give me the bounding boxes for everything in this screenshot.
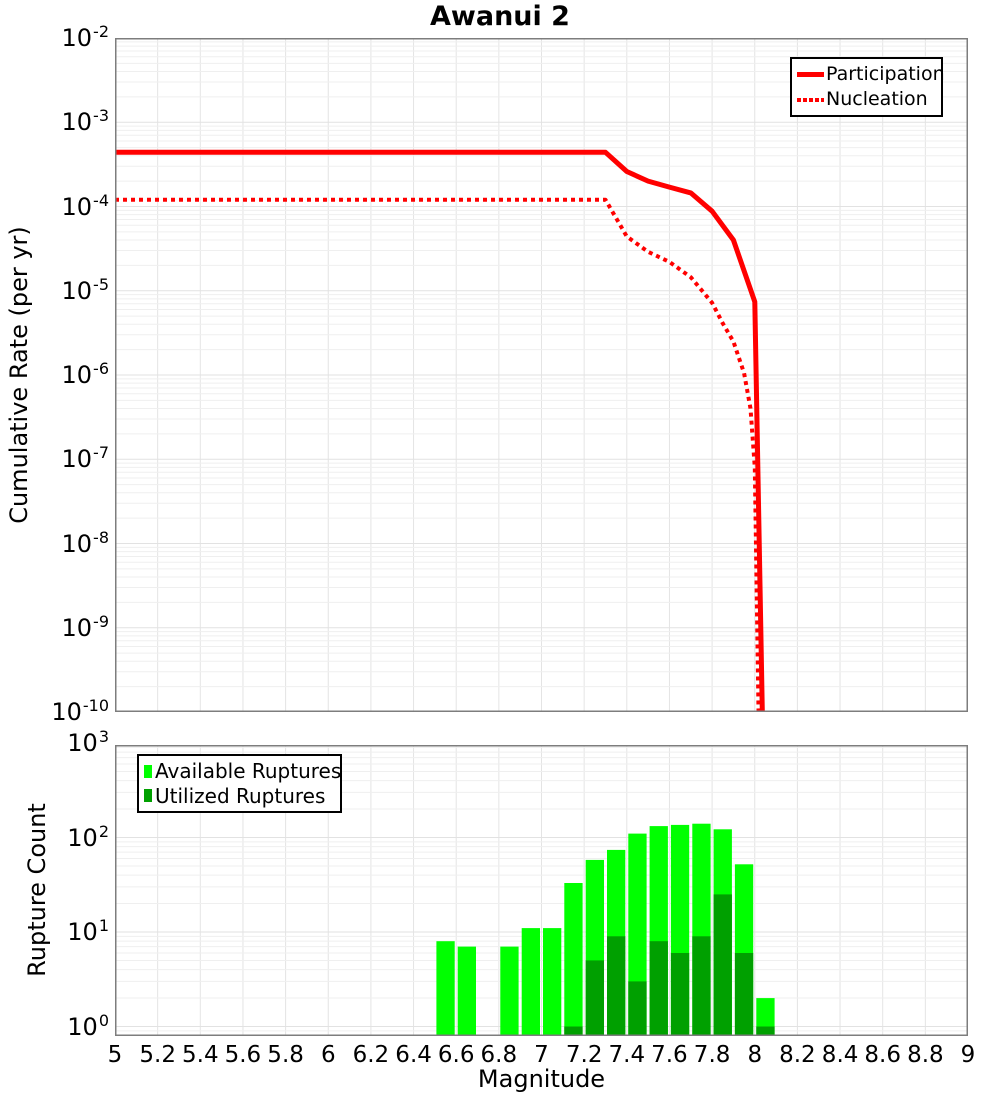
utilized-ruptures-legend-label: Utilized Ruptures xyxy=(155,783,326,808)
y-tick-label: 10-8 xyxy=(61,527,110,558)
y-tick-label: 10-2 xyxy=(61,22,110,52)
x-tick-label: 6.8 xyxy=(480,1042,518,1068)
x-tick-label: 9 xyxy=(960,1042,976,1068)
y-tick-label: 102 xyxy=(67,821,109,852)
rate-axis-ticks: 10-2 10-3 10-4 10-5 10-6 10-7 10-8 10-9 10-10 xyxy=(0,22,112,726)
x-tick-label: 5.2 xyxy=(139,1042,176,1068)
utilized-bar xyxy=(670,953,690,1036)
available-ruptures-swatch xyxy=(144,764,152,778)
utilized-bar xyxy=(734,953,754,1036)
y-tick-label: 10-4 xyxy=(61,190,110,221)
y-tick-label: 10-10 xyxy=(51,696,109,726)
available-bar xyxy=(543,928,562,1036)
utilized-bar xyxy=(628,981,647,1036)
legend-row-participation: Participation xyxy=(797,65,945,84)
magnitude-axis-label: Magnitude xyxy=(477,1065,606,1093)
legend-row-available: Available Ruptures xyxy=(144,761,341,781)
magnitude-axis-ticks: 5 5.2 5.4 5.6 5.8 6 6.2 6.4 6.6 6.8 7 7.2 7.4 7.6 7.8 8… xyxy=(108,1042,976,1070)
utilized-bar xyxy=(649,941,668,1036)
available-bar xyxy=(564,883,583,1036)
x-tick-label: 6.6 xyxy=(437,1042,475,1068)
count-plot-panel xyxy=(115,745,968,1036)
legend-row-utilized: Utilized Ruptures xyxy=(144,786,335,806)
x-tick-label: 8.4 xyxy=(821,1042,859,1068)
y-tick-label: 10-5 xyxy=(61,274,110,305)
rate-plot xyxy=(115,38,968,712)
utilized-bar xyxy=(607,936,626,1036)
utilized-bar xyxy=(713,894,732,1036)
x-tick-label: 8.2 xyxy=(779,1042,816,1068)
count-legend: Available Ruptures Utilized Ruptures xyxy=(137,754,342,813)
legend-row-nucleation: Nucleation xyxy=(797,90,936,109)
count-axis-ticks: 103 102 101 100 xyxy=(0,727,112,1041)
nucleation-legend-label: Nucleation xyxy=(826,88,928,110)
x-tick-label: 7.2 xyxy=(565,1042,603,1068)
y-tick-label: 10-6 xyxy=(61,359,110,389)
x-tick-label: 8.8 xyxy=(907,1042,944,1068)
available-ruptures-legend-label: Available Ruptures xyxy=(155,759,342,784)
participation-curve xyxy=(115,149,765,712)
y-tick-label: 10-9 xyxy=(61,611,110,642)
count-plot xyxy=(115,745,968,1036)
x-tick-label: 5.8 xyxy=(267,1042,304,1068)
x-tick-label: 7.6 xyxy=(651,1042,688,1068)
x-tick-label: 6.2 xyxy=(352,1042,390,1068)
nucleation-curve xyxy=(115,197,761,712)
x-tick-label: 8 xyxy=(747,1042,763,1068)
participation-line-swatch xyxy=(797,72,824,77)
y-tick-label: 100 xyxy=(67,1010,109,1041)
x-tick-label: 5.4 xyxy=(182,1042,219,1068)
x-tick-label: 8.6 xyxy=(864,1042,901,1068)
utilized-bar xyxy=(692,936,711,1036)
rate-plot-panel xyxy=(115,38,968,712)
available-bar xyxy=(457,946,476,1036)
chart-title: Awanui 2 xyxy=(430,1,570,32)
utilized-ruptures-swatch xyxy=(144,789,152,803)
y-tick-label: 103 xyxy=(67,727,109,757)
y-tick-label: 10-3 xyxy=(61,106,110,137)
nucleation-line-swatch xyxy=(797,97,824,102)
x-tick-label: 6 xyxy=(320,1042,336,1068)
utilized-bar xyxy=(564,1026,583,1036)
participation-legend-label: Participation xyxy=(826,63,945,85)
x-tick-label: 7.8 xyxy=(693,1042,731,1068)
rate-legend: Participation Nucleation xyxy=(790,57,945,117)
x-tick-label: 7 xyxy=(534,1042,549,1068)
available-bar xyxy=(521,928,540,1036)
x-tick-label: 5 xyxy=(107,1042,123,1068)
utilized-bar xyxy=(585,960,604,1036)
available-bar xyxy=(500,946,519,1036)
y-tick-label: 101 xyxy=(67,916,109,946)
utilized-bar xyxy=(756,1026,775,1036)
available-bar xyxy=(436,941,455,1036)
x-tick-label: 5.6 xyxy=(224,1042,262,1068)
x-tick-label: 7.4 xyxy=(608,1042,646,1068)
y-tick-label: 10-7 xyxy=(61,443,110,474)
x-tick-label: 6.4 xyxy=(395,1042,432,1068)
